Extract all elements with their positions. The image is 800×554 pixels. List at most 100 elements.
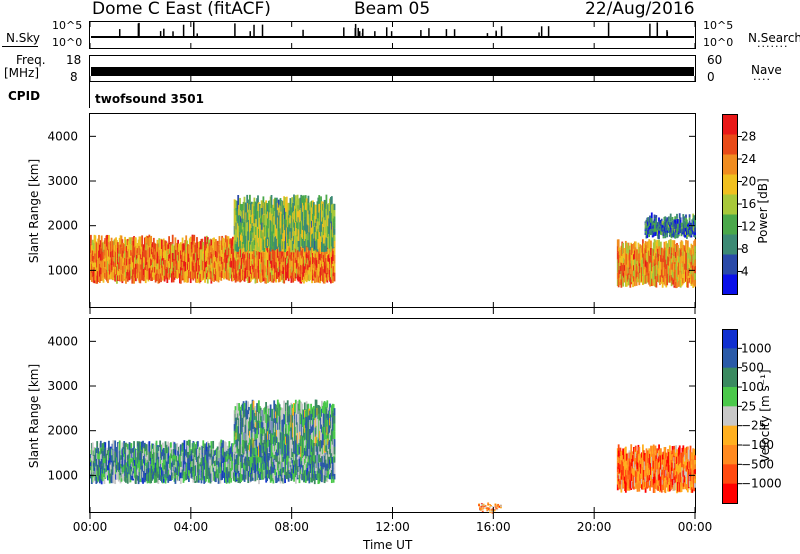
echo-cell — [295, 221, 298, 229]
echo-cell — [329, 198, 331, 212]
echo-cell — [646, 234, 649, 238]
echo-cell — [234, 274, 237, 283]
echo-cell — [646, 231, 649, 235]
echo-cell — [282, 200, 285, 209]
echo-cell — [312, 238, 315, 251]
echo-cell — [259, 243, 262, 251]
echo-cell — [655, 228, 658, 232]
echo-cell — [330, 210, 332, 224]
echo-cell — [235, 425, 238, 433]
echo-cell — [269, 417, 272, 431]
echo-cell — [294, 440, 297, 454]
echo-cell — [281, 443, 284, 456]
echo-cell — [296, 236, 299, 251]
echo-cell — [684, 227, 686, 232]
echo-cell — [649, 219, 651, 223]
echo-cell — [272, 274, 275, 283]
echo-cell — [214, 476, 217, 483]
echo-cell — [312, 202, 315, 215]
echo-cell — [672, 232, 675, 235]
echo-cell — [669, 232, 672, 237]
echo-cell — [330, 204, 333, 213]
echo-cell — [293, 440, 295, 454]
echo-cell — [257, 203, 259, 212]
echo-cell — [312, 409, 314, 417]
echo-cell — [323, 226, 326, 235]
echo-cell — [325, 194, 328, 209]
echo-cell — [282, 419, 285, 431]
echo-cell — [256, 448, 258, 458]
echo-cell — [273, 400, 276, 410]
echo-cell — [186, 440, 188, 447]
echo-cell — [241, 432, 244, 440]
echo-cell — [281, 213, 284, 227]
echo-cell — [282, 225, 285, 234]
echo-cell — [688, 233, 691, 237]
echo-cell — [674, 219, 677, 223]
echo-cell — [289, 439, 292, 449]
echo-cell — [689, 231, 692, 234]
echo-cell — [677, 223, 680, 226]
echo-cell — [307, 403, 310, 416]
echo-cell — [253, 431, 256, 440]
echo-cell — [112, 440, 115, 449]
echo-cell — [273, 427, 276, 437]
echo-cell — [318, 413, 321, 422]
echo-cell — [290, 203, 293, 216]
echo-cell — [274, 210, 277, 224]
echo-cell — [255, 202, 258, 211]
echo-cell — [308, 448, 311, 456]
echo-cell — [679, 230, 682, 233]
echo-cell — [286, 444, 289, 456]
echo-cell — [248, 414, 250, 422]
echo-cell — [239, 206, 241, 215]
echo-cell — [254, 216, 257, 224]
echo-cell — [293, 227, 295, 236]
echo-cell — [287, 444, 290, 454]
echo-cell — [266, 435, 268, 443]
echo-cell — [90, 272, 93, 282]
echo-cell — [304, 416, 307, 423]
echo-cell — [298, 230, 301, 241]
echo-cell — [261, 418, 264, 428]
echo-cell — [244, 408, 247, 417]
echo-cell — [297, 240, 300, 247]
echo-cell — [333, 462, 336, 469]
echo-cell — [681, 222, 684, 225]
echo-cell — [321, 244, 324, 251]
echo-cell — [321, 203, 324, 211]
echo-cell — [321, 223, 324, 231]
echo-cell — [257, 220, 260, 229]
echo-cell — [251, 399, 254, 411]
echo-cell — [112, 474, 115, 484]
echo-cell — [260, 230, 263, 239]
echo-cell — [299, 431, 302, 440]
echo-cell — [266, 239, 269, 246]
echo-cell — [239, 231, 241, 241]
echo-cell — [329, 211, 331, 224]
echo-cell — [126, 443, 129, 450]
echo-cell — [267, 228, 270, 238]
echo-cell — [299, 446, 302, 455]
echo-cell — [328, 233, 331, 242]
echo-cell — [275, 418, 277, 425]
echo-cell — [242, 227, 245, 236]
echo-cell — [310, 403, 313, 415]
echo-cell — [244, 202, 247, 215]
echo-cell — [250, 445, 253, 454]
echo-cell — [266, 236, 268, 248]
echo-cell — [284, 230, 286, 242]
echo-cell — [317, 218, 320, 229]
echo-cell — [249, 448, 252, 457]
echo-cell — [258, 427, 261, 436]
echo-cell — [274, 237, 277, 251]
echo-cell — [285, 224, 287, 237]
echo-cell — [255, 445, 258, 452]
echo-cell — [316, 211, 319, 222]
echo-cell — [322, 209, 325, 219]
echo-cell — [166, 274, 169, 283]
echo-cell — [257, 411, 259, 421]
echo-cell — [330, 238, 333, 247]
echo-cell — [245, 204, 248, 213]
echo-cell — [666, 232, 668, 238]
